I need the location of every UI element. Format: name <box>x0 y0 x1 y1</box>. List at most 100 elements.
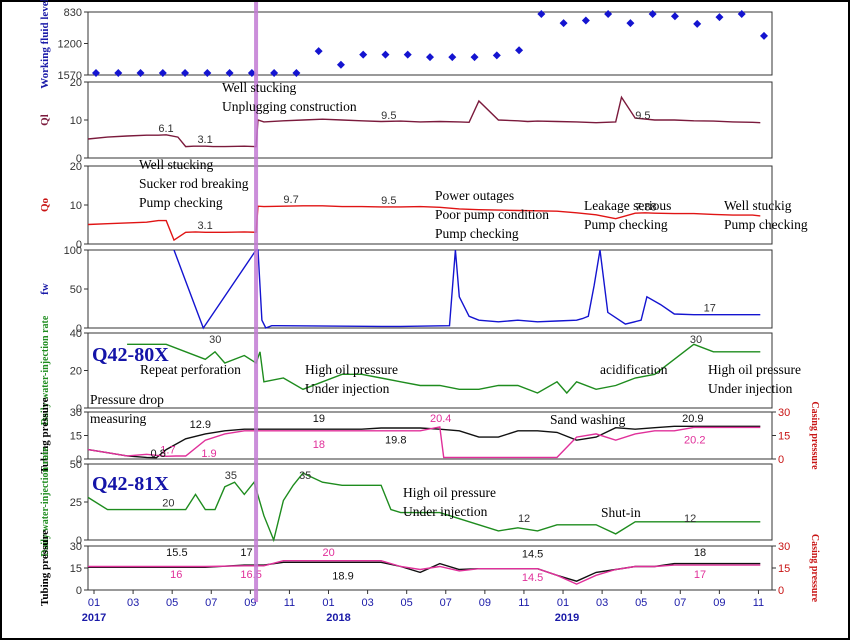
data-label: 9.5 <box>381 110 396 122</box>
x-tick-label: 07 <box>674 597 686 609</box>
y-tick-label: 20 <box>70 161 82 173</box>
data-label: 12 <box>684 513 696 525</box>
data-point <box>136 69 145 77</box>
data-label: 20.4 <box>430 413 451 425</box>
data-point <box>292 69 301 77</box>
data-label: 1.9 <box>201 448 216 460</box>
data-label: 19 <box>313 413 325 425</box>
annotation-text: Well stucking <box>139 157 214 172</box>
panel-frame <box>87 11 773 76</box>
data-label: 14.5 <box>522 549 543 561</box>
data-point <box>336 60 345 69</box>
data-label: 16 <box>170 569 182 581</box>
y-axis-label: Tubing pressure <box>39 397 51 473</box>
data-point <box>114 69 123 77</box>
annotation-text: Shut-in <box>601 505 641 520</box>
annotation-text: Sucker rod breaking <box>139 176 249 191</box>
y-tick-label: 0 <box>76 239 82 251</box>
y-tick-label-right: 0 <box>778 585 784 597</box>
x-tick-label: 07 <box>205 597 217 609</box>
x-tick-label: 11 <box>753 597 764 609</box>
y-axis-label-right: Casing pressure <box>809 401 820 470</box>
x-tick-label: 11 <box>284 597 295 609</box>
y-axis-label: Qo <box>39 197 51 212</box>
data-label: 20 <box>323 547 335 559</box>
data-label: 30 <box>209 334 221 346</box>
y-tick-label: 50 <box>70 284 82 296</box>
data-point <box>403 50 412 59</box>
annotation-text: Pressure drop <box>90 392 164 407</box>
data-label: 17 <box>694 569 706 581</box>
data-label: 18.9 <box>332 571 353 583</box>
data-label: 18 <box>694 547 706 559</box>
data-point <box>158 69 167 77</box>
annotation-text: measuring <box>90 411 146 426</box>
y-axis-label: Daily water-injection rate <box>40 447 51 557</box>
annotation-text: Pump checking <box>584 217 668 232</box>
x-tick-label: 05 <box>166 597 178 609</box>
data-point <box>715 13 724 22</box>
annotation-text: Pump checking <box>435 226 519 241</box>
data-point <box>604 10 613 18</box>
data-point <box>381 50 390 59</box>
x-tick-label: 11 <box>518 597 529 609</box>
y-tick-label: 0 <box>76 323 82 335</box>
data-point <box>426 53 434 62</box>
data-point <box>581 16 590 25</box>
y-tick-label: 10 <box>70 115 82 127</box>
series-line-0 <box>87 425 761 459</box>
x-tick-label: 01 <box>88 597 100 609</box>
data-point <box>448 53 457 62</box>
y-tick-label-right: 30 <box>778 407 790 419</box>
y-tick-label: 10 <box>70 200 82 212</box>
data-point <box>225 69 234 77</box>
x-tick-label: 03 <box>596 597 608 609</box>
y-tick-label-right: 0 <box>778 454 784 466</box>
annotation-text: Sand washing <box>550 412 626 427</box>
data-point <box>203 69 212 77</box>
data-point <box>314 47 323 56</box>
y-tick-label: 0 <box>76 585 82 597</box>
x-tick-label: 09 <box>244 597 256 609</box>
series-line-1 <box>87 426 761 459</box>
data-label: 17 <box>704 303 716 315</box>
data-point <box>670 12 679 21</box>
y-tick-label: 1570 <box>58 70 82 82</box>
data-point <box>648 10 657 18</box>
data-point <box>559 19 568 28</box>
x-tick-label: 09 <box>479 597 491 609</box>
panel-fw <box>84 249 773 330</box>
data-label: 9.5 <box>635 110 650 122</box>
y-axis-label: Ql <box>39 114 51 126</box>
y-tick-label: 25 <box>70 497 82 509</box>
data-label: 20.2 <box>684 434 705 446</box>
panel-frame <box>87 249 773 329</box>
data-point <box>537 10 546 18</box>
data-point <box>270 69 279 77</box>
year-label: 2019 <box>555 612 579 624</box>
annotation-text: Unplugging construction <box>222 99 357 114</box>
y-tick-label: 0 <box>76 153 82 165</box>
data-point <box>693 19 702 28</box>
data-label: 19.8 <box>385 434 406 446</box>
event-marker-line <box>254 2 259 602</box>
data-label: 18 <box>313 439 325 451</box>
series-line-0 <box>173 249 761 330</box>
data-point <box>92 69 100 77</box>
y-axis-label: fw <box>39 283 51 295</box>
data-label: 3.1 <box>197 134 212 146</box>
data-point <box>737 10 746 18</box>
annotation-text: Under injection <box>403 504 488 519</box>
data-label: 15.5 <box>166 547 187 559</box>
panel-frame <box>87 165 773 245</box>
series-line-0 <box>127 343 761 395</box>
annotation-text: Well stuckig <box>724 198 792 213</box>
annotation-text: High oil pressure <box>305 362 398 377</box>
panel-qo <box>84 165 773 245</box>
panel-injection_81x <box>84 463 773 543</box>
data-label: 17 <box>240 547 252 559</box>
panel-pressure_80x <box>84 411 776 460</box>
panel-pressure_81x <box>84 545 776 591</box>
data-point <box>359 50 368 59</box>
